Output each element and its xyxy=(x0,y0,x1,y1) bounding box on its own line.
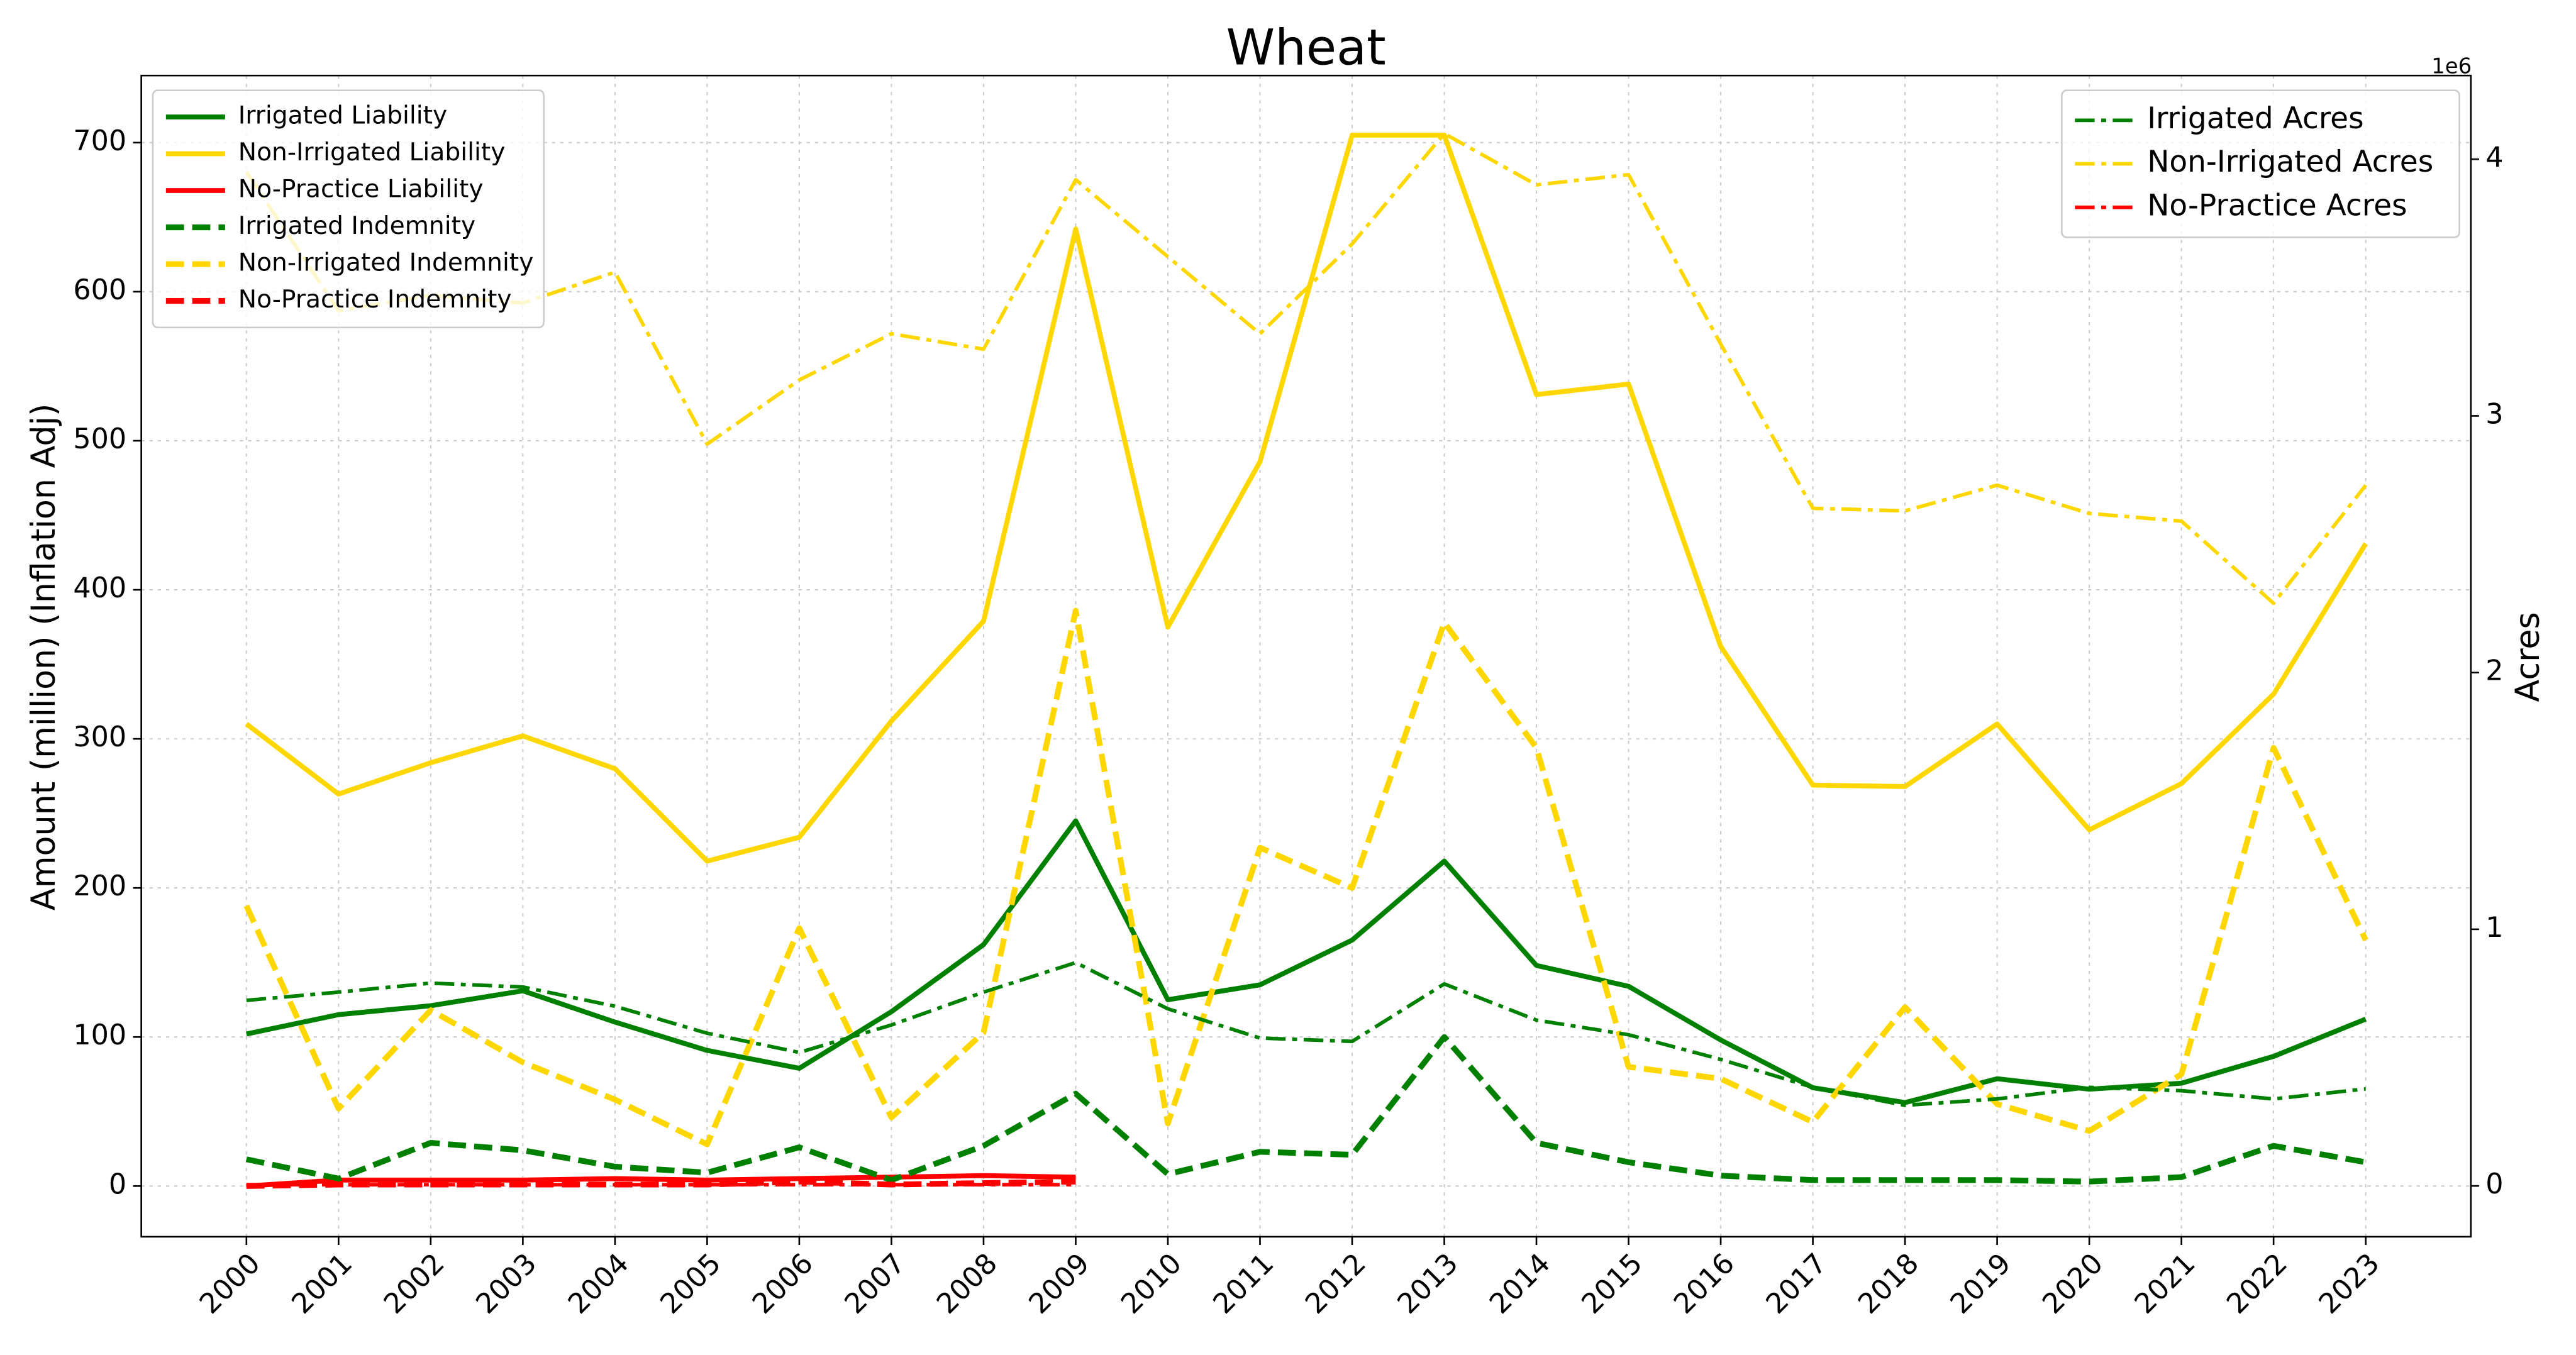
series-line xyxy=(246,961,2366,1107)
legend-label: Non-Irrigated Acres xyxy=(2147,145,2433,179)
legend-box xyxy=(152,89,545,329)
x-tick-label: 2022 xyxy=(2221,1247,2294,1320)
legend-label: Non-Irrigated Liability xyxy=(238,138,506,167)
y-tick-label: 0 xyxy=(109,1168,126,1200)
y-axis-label: Amount (million) (Inflation Adj) xyxy=(25,404,63,911)
legend-label: No-Practice Indemnity xyxy=(238,285,512,314)
x-tick-label: 2002 xyxy=(378,1247,451,1320)
x-tick-label: 2010 xyxy=(1115,1247,1188,1320)
y-tick-label: 500 xyxy=(73,423,126,455)
x-tick-label: 2000 xyxy=(194,1247,267,1320)
legend-box xyxy=(2061,89,2460,238)
x-tick-label: 2012 xyxy=(1299,1247,1372,1320)
y-tick-label: 100 xyxy=(73,1019,126,1051)
x-tick-label: 2003 xyxy=(470,1247,543,1320)
y2-tick-label: 0 xyxy=(2485,1168,2503,1200)
x-tick-label: 2015 xyxy=(1576,1247,1649,1320)
x-tick-label: 2020 xyxy=(2036,1247,2109,1320)
y-tick-label: 600 xyxy=(73,274,126,306)
x-tick-label: 2007 xyxy=(838,1247,911,1320)
legend: Irrigated Acres Non-Irrigated Acres No-Pra… xyxy=(2061,89,2460,238)
x-tick-label: 2013 xyxy=(1391,1247,1464,1320)
legend-label: Irrigated Acres xyxy=(2147,101,2363,136)
series-line xyxy=(246,818,2367,1105)
x-tick-label: 2008 xyxy=(931,1247,1004,1320)
x-tick-label: 2023 xyxy=(2313,1247,2386,1320)
chart-title: Wheat xyxy=(1226,19,1386,76)
x-tick-label: 2001 xyxy=(286,1247,358,1320)
legend-label: Irrigated Indemnity xyxy=(238,212,475,240)
plot-frame xyxy=(140,74,2472,1238)
legend-label: No-Practice Acres xyxy=(2147,188,2407,223)
x-tick-label: 2011 xyxy=(1207,1247,1280,1320)
y-tick-label: 200 xyxy=(73,870,126,902)
y2-tick-label: 1 xyxy=(2485,912,2503,944)
legend-label: No-Practice Liability xyxy=(238,175,484,204)
y-tick-label: 700 xyxy=(73,125,126,157)
x-tick-label: 2018 xyxy=(1852,1247,1925,1320)
x-tick-label: 2019 xyxy=(1945,1247,2018,1320)
legend: Irrigated Liability Non-Irrigated Liabili… xyxy=(152,89,545,329)
y-tick-label: 400 xyxy=(73,572,126,604)
x-tick-label: 2004 xyxy=(562,1247,635,1320)
series-line xyxy=(245,131,2367,606)
x-tick-label: 2017 xyxy=(1760,1247,1833,1320)
x-tick-label: 2021 xyxy=(2129,1247,2202,1320)
legend-label: Irrigated Liability xyxy=(238,101,447,130)
series-line xyxy=(243,607,2368,1148)
series-line xyxy=(245,1034,2367,1185)
y2-tick-label: 3 xyxy=(2485,398,2503,430)
series-line xyxy=(245,133,2368,864)
series-line xyxy=(246,1173,1076,1189)
legend-label: Non-Irrigated Indemnity xyxy=(238,249,534,277)
x-tick-label: 2009 xyxy=(1023,1247,1096,1320)
x-tick-label: 2006 xyxy=(747,1247,819,1320)
x-tick-label: 2005 xyxy=(654,1247,727,1320)
y2-tick-label: 4 xyxy=(2485,141,2503,174)
y-tick-label: 300 xyxy=(73,721,126,753)
y2-axis-label: Acres xyxy=(2509,612,2547,702)
x-tick-label: 2016 xyxy=(1668,1247,1741,1320)
x-tick-label: 2014 xyxy=(1484,1247,1557,1320)
y2-tick-label: 2 xyxy=(2485,655,2503,687)
